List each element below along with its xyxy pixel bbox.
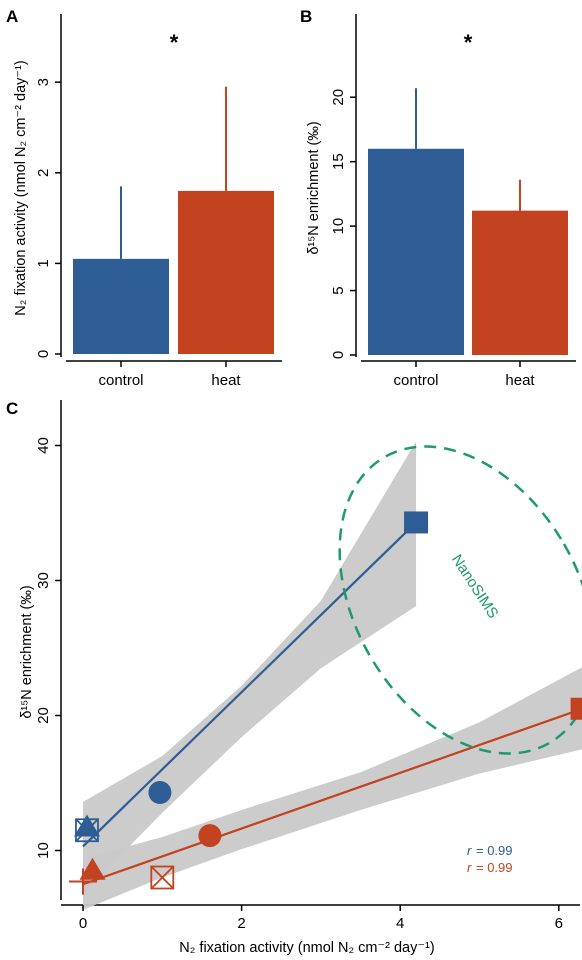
panel-b-significance: * [464, 30, 473, 55]
nanosims-label: NanoSIMS [448, 551, 502, 621]
panel-c-y-tick-label-3: 40 [35, 437, 52, 454]
panel-b: B 0 5 10 15 20 control heat * δ¹⁵N enrichment … [300, 7, 576, 389]
point-red-circle-3 [198, 824, 222, 848]
panel-b-y-tick-label-4: 20 [330, 89, 347, 106]
panel-c-y-label: δ¹⁵N enrichment (‰) [19, 585, 35, 718]
r-value-red: r = 0.99 [467, 860, 513, 875]
panel-c-x-label: N₂ fixation activity (nmol N₂ cm⁻² day⁻¹… [179, 940, 434, 956]
r-value-text-blue: = 0.99 [476, 843, 513, 858]
panel-c-letter: C [6, 399, 18, 418]
confidence-band-blue [83, 441, 417, 894]
point-blue-triangle-2 [73, 814, 100, 837]
panel-c: C 0 2 4 6 10 20 30 40 NanoSIMS r = 0.99 r = 0.9… [6, 399, 582, 956]
panel-c-y-tick-label-2: 30 [35, 572, 52, 589]
panel-b-y-tick-label-2: 10 [330, 218, 347, 235]
point-red-boxx-2 [150, 865, 175, 890]
panel-c-x-tick-label-1: 2 [237, 915, 245, 932]
panel-a-x-tick-label-control: control [98, 372, 143, 389]
panel-b-y-label: δ¹⁵N enrichment (‰) [306, 121, 322, 254]
panel-a-y-tick-label-1: 1 [35, 259, 52, 267]
panel-b-y-tick-label-3: 15 [330, 153, 347, 170]
regression-line-red [82, 707, 582, 886]
r-label-blue: r [467, 843, 472, 858]
point-red-plus-0 [69, 868, 97, 895]
panel-a-x-tick-label-heat: heat [211, 372, 241, 389]
panel-a: A 0 1 2 3 control heat * N₂ fixation activity… [6, 7, 282, 389]
panel-c-y-tick-label-1: 20 [35, 707, 52, 724]
panel-b-bar-control [368, 148, 464, 355]
panel-b-y-tick-label-1: 5 [330, 286, 347, 294]
panel-b-bar-heat [472, 210, 568, 355]
confidence-band-red [83, 667, 582, 910]
point-red-triangle-1 [79, 857, 106, 880]
point-blue-square-4 [404, 511, 429, 534]
panel-c-y-tick-label-0: 10 [35, 842, 52, 859]
r-label-red: r [467, 860, 472, 875]
r-value-blue: r = 0.99 [467, 843, 513, 858]
panel-a-y-tick-label-2: 2 [35, 169, 52, 177]
nanosims-ellipse [338, 445, 582, 755]
panel-c-x-tick-label-0: 0 [79, 915, 87, 932]
panel-a-y-tick-label-3: 3 [35, 78, 52, 86]
regression-line-blue [82, 521, 417, 848]
point-red-square-4 [570, 697, 582, 720]
panel-b-letter: B [300, 7, 312, 26]
panel-a-y-tick-label-0: 0 [35, 350, 52, 358]
panel-b-y-tick-label-0: 0 [330, 351, 347, 359]
panel-a-significance: * [170, 30, 179, 55]
r-value-text-red: = 0.99 [476, 860, 513, 875]
panel-a-bar-control [73, 258, 169, 354]
panel-b-x-tick-label-control: control [393, 372, 438, 389]
point-blue-circle-3 [148, 780, 172, 804]
panel-b-x-tick-label-heat: heat [505, 372, 535, 389]
panel-a-letter: A [6, 7, 18, 26]
panel-a-bar-heat [178, 190, 274, 354]
panel-c-x-tick-label-3: 6 [555, 915, 563, 932]
panel-a-y-label: N₂ fixation activity (nmol N₂ cm⁻² day⁻¹… [13, 60, 29, 315]
panel-c-x-tick-label-2: 4 [396, 915, 404, 932]
